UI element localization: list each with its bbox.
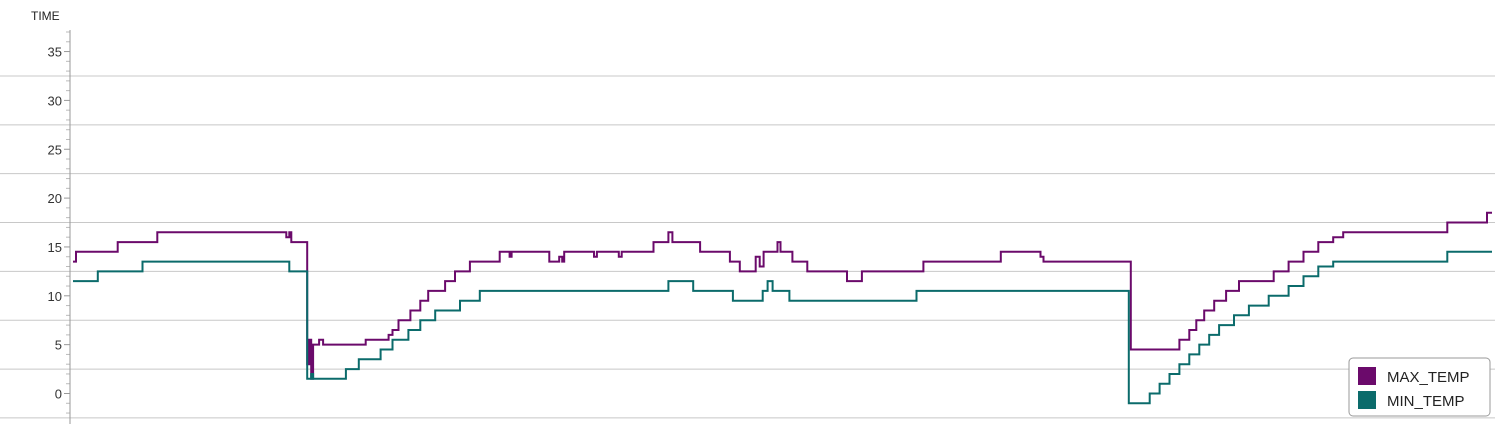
y-tick-label: 20 [48, 191, 62, 206]
series-line-max-temp [73, 211, 1492, 380]
series-lines [73, 211, 1492, 405]
grid-lines [0, 75, 1495, 419]
y-axis-tick-labels: 0 5 10 15 20 25 30 35 [48, 45, 62, 402]
legend-swatch [1358, 367, 1376, 385]
y-tick-label: 5 [55, 338, 62, 353]
legend-label: MAX_TEMP [1387, 369, 1470, 386]
y-tick-label: 25 [48, 142, 62, 157]
y-tick-label: 10 [48, 289, 62, 304]
y-tick-label: 15 [48, 240, 62, 255]
y-tick-label: 35 [48, 45, 62, 60]
legend: MAX_TEMP MIN_TEMP [1348, 357, 1491, 417]
legend-box [1348, 357, 1491, 417]
legend-swatch [1358, 391, 1376, 409]
y-axis-minor-ticks [64, 31, 70, 414]
y-tick-label: 0 [55, 387, 62, 402]
y-tick-label: 30 [48, 93, 62, 108]
legend-label: MIN_TEMP [1387, 393, 1465, 410]
y-axis-title: TIME [31, 9, 60, 23]
series-line-min-temp [73, 250, 1492, 405]
